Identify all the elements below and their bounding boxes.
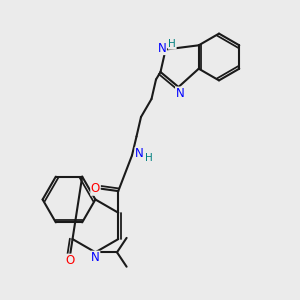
Text: N: N <box>176 87 184 100</box>
Text: N: N <box>91 251 100 264</box>
Text: H: H <box>168 39 176 49</box>
Text: H: H <box>145 153 152 163</box>
Text: N: N <box>135 147 144 161</box>
Text: N: N <box>158 41 166 55</box>
Text: O: O <box>65 254 75 267</box>
Text: O: O <box>91 182 100 195</box>
